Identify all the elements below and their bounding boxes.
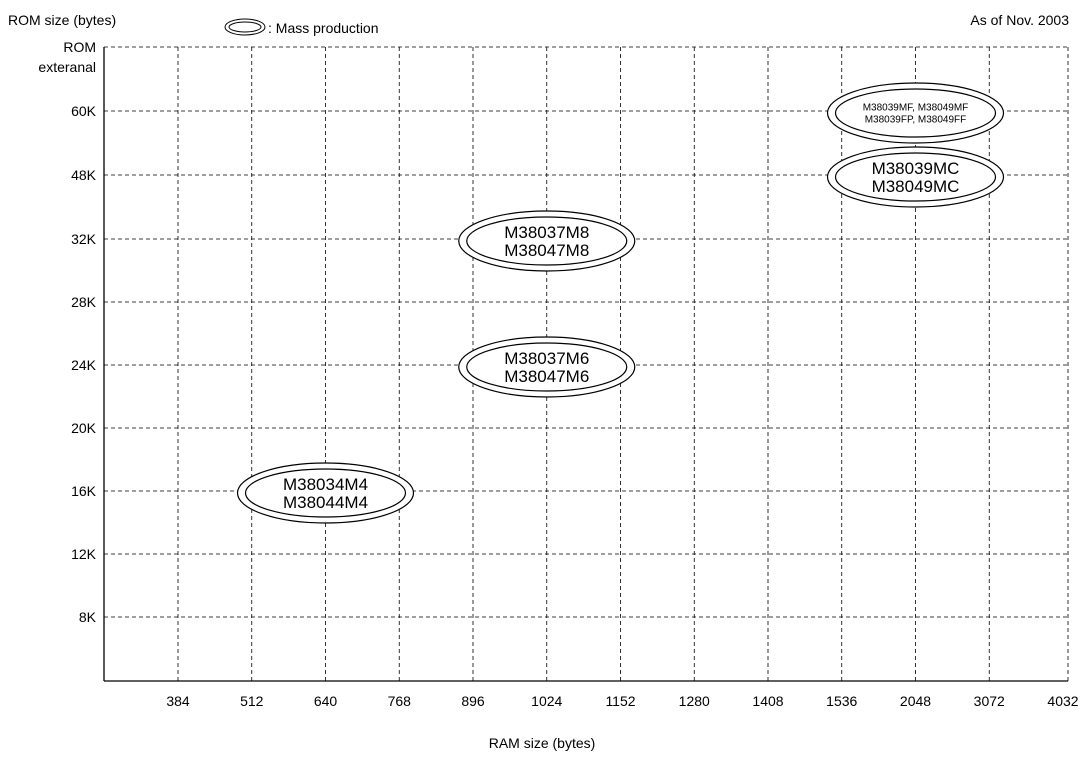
x-tick-label: 768	[388, 693, 412, 709]
y-tick-label: 12K	[71, 546, 97, 562]
point-label: M38039MC	[872, 159, 960, 178]
point-inner-ellipse	[466, 342, 628, 392]
y-tick-label: ROM	[63, 39, 96, 55]
point-inner-ellipse	[244, 468, 407, 518]
point-label: M38034M4	[283, 475, 368, 494]
y-tick-label: 60K	[71, 103, 97, 119]
point-inner-ellipse	[466, 216, 628, 266]
x-tick-label: 4032	[1047, 693, 1078, 709]
point-outer-ellipse	[826, 146, 1005, 208]
x-axis-label: RAM size (bytes)	[489, 735, 596, 751]
x-tick-label: 1152	[605, 693, 635, 709]
point-outer-ellipse	[458, 336, 636, 398]
legend-outer-ellipse	[224, 18, 266, 36]
point-outer-ellipse	[458, 210, 636, 272]
point-label: M38049MC	[872, 177, 960, 196]
x-tick-label: 896	[461, 693, 485, 709]
x-tick-label: 512	[240, 693, 264, 709]
point-inner-ellipse	[834, 152, 997, 202]
point-label: M38044M4	[283, 493, 368, 512]
point-label: M38037M8	[504, 223, 589, 242]
y-tick-label: exteranal	[38, 59, 96, 75]
y-tick-label: 24K	[71, 357, 97, 373]
y-tick-label: 48K	[71, 167, 97, 183]
x-tick-label: 384	[166, 693, 190, 709]
legend: : Mass production	[224, 18, 379, 36]
y-tick-label: 20K	[71, 420, 97, 436]
x-tick-label: 1280	[679, 693, 710, 709]
mass-production-legend-icon	[224, 18, 266, 36]
point-label: M38039MF, M38049MF	[863, 103, 969, 114]
point-label: M38047M6	[504, 367, 589, 386]
point-inner-ellipse	[834, 88, 997, 138]
point-outer-ellipse	[826, 82, 1005, 144]
y-axis-label: ROM size (bytes)	[8, 12, 116, 28]
point-label: M38039FP, M38049FF	[865, 115, 967, 126]
x-tick-label: 640	[314, 693, 338, 709]
point-label: M38037M6	[504, 349, 589, 368]
x-tick-label: 1024	[531, 693, 562, 709]
point-outer-ellipse	[236, 462, 415, 524]
x-tick-label: 1408	[752, 693, 783, 709]
tick-labels: 384 512 640 768 896 1024 1152 1280 1408 1536 2048 3…	[38, 39, 1078, 709]
legend-inner-ellipse	[228, 21, 262, 33]
y-tick-label: 28K	[71, 294, 97, 310]
as-of-note: As of Nov. 2003	[970, 12, 1069, 28]
x-tick-label: 2048	[900, 693, 931, 709]
y-tick-label: 16K	[71, 483, 97, 499]
legend-label: : Mass production	[268, 20, 379, 36]
x-tick-label: 3072	[974, 693, 1005, 709]
y-tick-label: 8K	[79, 609, 97, 625]
x-tick-label: 1536	[826, 693, 857, 709]
point-label: M38047M8	[504, 241, 589, 260]
y-tick-label: 32K	[71, 231, 97, 247]
axes-layer	[103, 47, 1068, 682]
